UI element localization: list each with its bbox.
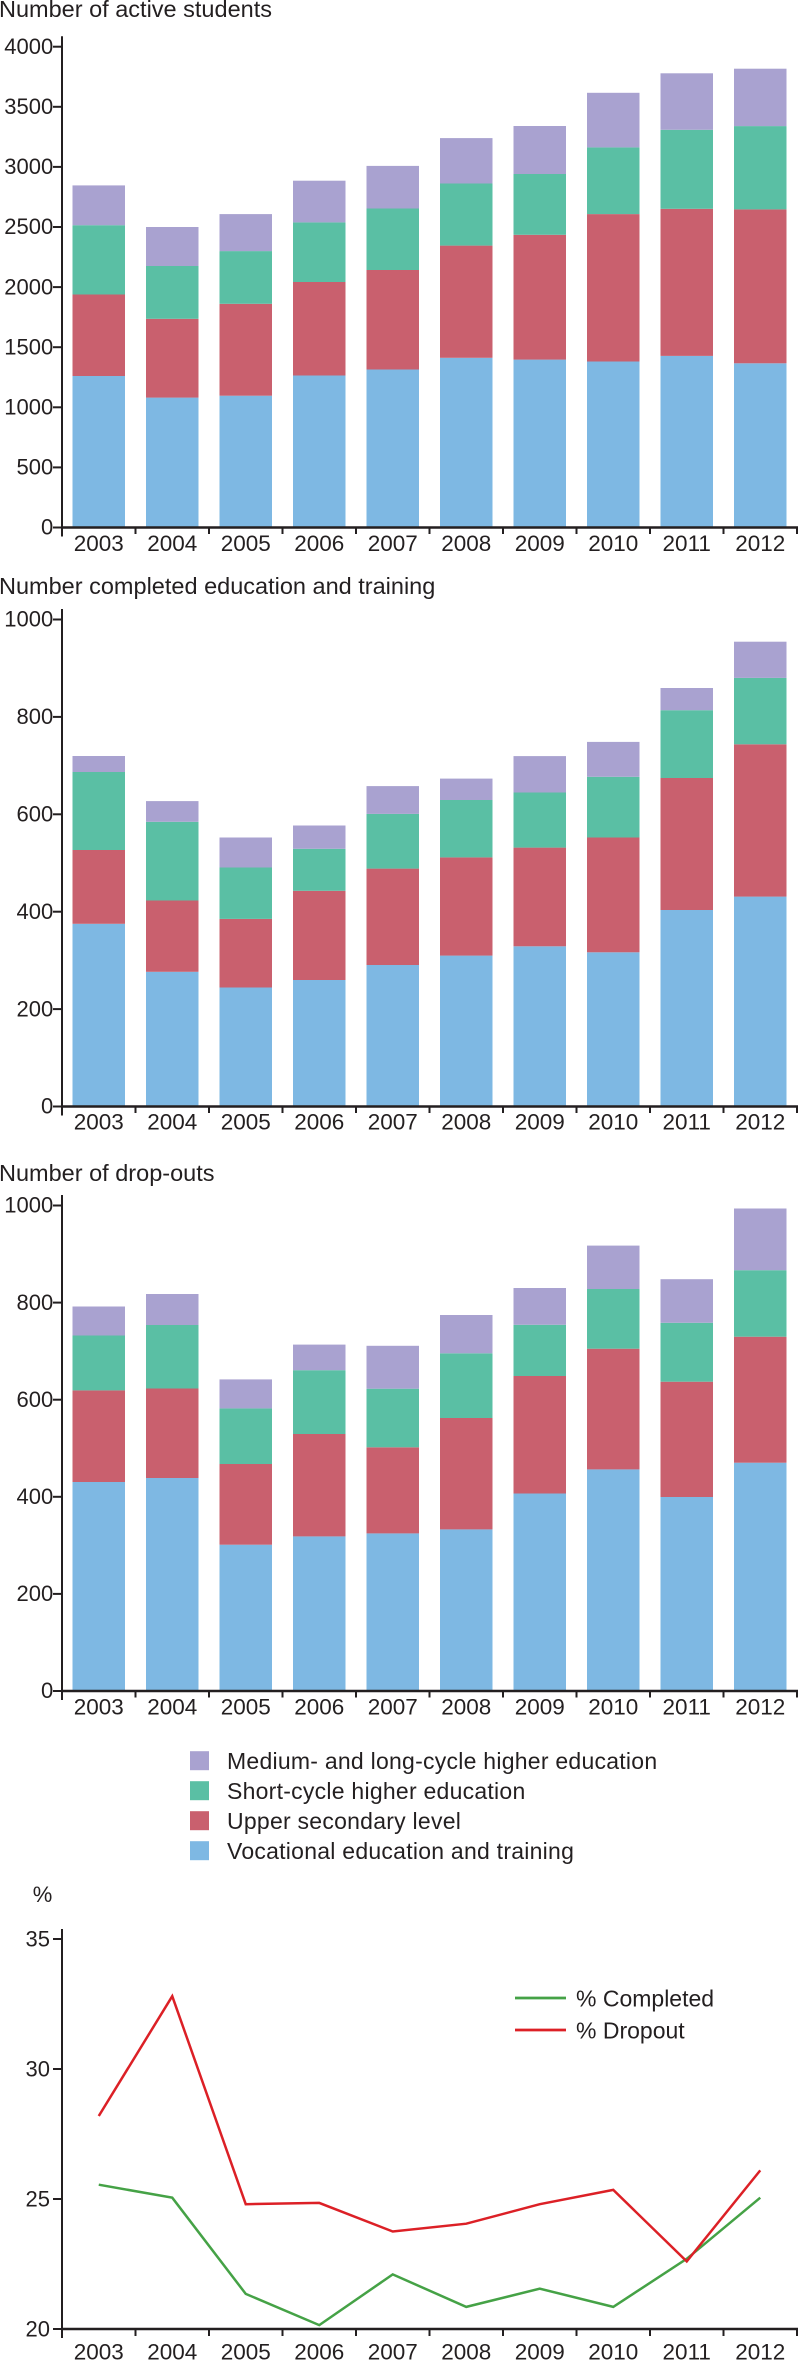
svg-text:Medium- and long-cycle higher: Medium- and long-cycle higher education [227, 1748, 657, 1774]
svg-text:% Completed: % Completed [576, 1986, 714, 2012]
svg-text:1500: 1500 [4, 334, 53, 359]
svg-text:400: 400 [16, 1484, 53, 1509]
svg-text:%: % [33, 1882, 53, 1907]
svg-text:20: 20 [26, 2316, 50, 2341]
svg-text:600: 600 [16, 802, 53, 827]
svg-text:1000: 1000 [4, 1193, 53, 1218]
svg-text:2005: 2005 [221, 2340, 271, 2361]
svg-text:Number completed education and: Number completed education and training [0, 573, 435, 599]
svg-text:500: 500 [16, 455, 53, 480]
svg-text:2012: 2012 [735, 531, 785, 556]
svg-text:2006: 2006 [294, 2340, 344, 2361]
svg-text:2003: 2003 [74, 1695, 124, 1720]
svg-text:2011: 2011 [663, 531, 711, 556]
svg-text:2004: 2004 [147, 1110, 197, 1135]
svg-text:2004: 2004 [147, 1695, 197, 1720]
svg-text:2007: 2007 [368, 1695, 418, 1720]
svg-text:2008: 2008 [441, 1110, 491, 1135]
svg-text:2009: 2009 [515, 2340, 565, 2361]
svg-text:200: 200 [16, 1581, 53, 1606]
svg-text:2011: 2011 [663, 2340, 711, 2361]
svg-text:2009: 2009 [515, 531, 565, 556]
svg-text:0: 0 [41, 1094, 53, 1119]
svg-text:2006: 2006 [294, 1110, 344, 1135]
svg-text:2005: 2005 [221, 1110, 271, 1135]
svg-text:2012: 2012 [735, 1695, 785, 1720]
svg-text:2005: 2005 [221, 1695, 271, 1720]
svg-text:2008: 2008 [441, 531, 491, 556]
svg-text:2500: 2500 [4, 214, 53, 239]
svg-text:2008: 2008 [441, 1695, 491, 1720]
svg-text:Number of active students: Number of active students [0, 0, 272, 22]
svg-text:2009: 2009 [515, 1110, 565, 1135]
svg-text:4000: 4000 [4, 34, 53, 59]
svg-text:2008: 2008 [441, 2340, 491, 2361]
svg-text:2007: 2007 [368, 1110, 418, 1135]
svg-text:600: 600 [16, 1387, 53, 1412]
svg-text:Vocational education and train: Vocational education and training [227, 1838, 574, 1864]
svg-text:1000: 1000 [4, 395, 53, 420]
svg-text:Short-cycle higher education: Short-cycle higher education [227, 1778, 526, 1804]
svg-text:2006: 2006 [294, 531, 344, 556]
svg-text:2003: 2003 [74, 1110, 124, 1135]
svg-text:% Dropout: % Dropout [576, 2018, 685, 2044]
svg-text:1000: 1000 [4, 607, 53, 632]
svg-text:30: 30 [26, 2056, 50, 2081]
svg-text:2011: 2011 [663, 1110, 711, 1135]
svg-text:0: 0 [41, 515, 53, 540]
svg-text:2010: 2010 [588, 1695, 638, 1720]
svg-text:2007: 2007 [368, 531, 418, 556]
svg-text:0: 0 [41, 1678, 53, 1703]
svg-text:2012: 2012 [735, 2340, 785, 2361]
svg-text:2004: 2004 [147, 531, 197, 556]
svg-text:3000: 3000 [4, 154, 53, 179]
svg-text:2000: 2000 [4, 274, 53, 299]
svg-text:2009: 2009 [515, 1695, 565, 1720]
svg-text:Number of drop-outs: Number of drop-outs [0, 1160, 215, 1186]
svg-text:2004: 2004 [147, 2340, 197, 2361]
svg-text:25: 25 [26, 2186, 50, 2211]
svg-text:2010: 2010 [588, 1110, 638, 1135]
svg-text:800: 800 [16, 704, 53, 729]
svg-text:2010: 2010 [588, 531, 638, 556]
svg-text:800: 800 [16, 1290, 53, 1315]
svg-text:2003: 2003 [74, 531, 124, 556]
svg-text:400: 400 [16, 899, 53, 924]
svg-text:2005: 2005 [221, 531, 271, 556]
svg-text:2007: 2007 [368, 2340, 418, 2361]
svg-text:2003: 2003 [74, 2340, 124, 2361]
svg-text:2012: 2012 [735, 1110, 785, 1135]
svg-text:2010: 2010 [588, 2340, 638, 2361]
svg-text:35: 35 [26, 1926, 50, 1951]
svg-text:2011: 2011 [663, 1695, 711, 1720]
svg-text:Upper secondary level: Upper secondary level [227, 1808, 461, 1834]
svg-text:3500: 3500 [4, 94, 53, 119]
svg-text:200: 200 [16, 996, 53, 1021]
svg-text:2006: 2006 [294, 1695, 344, 1720]
